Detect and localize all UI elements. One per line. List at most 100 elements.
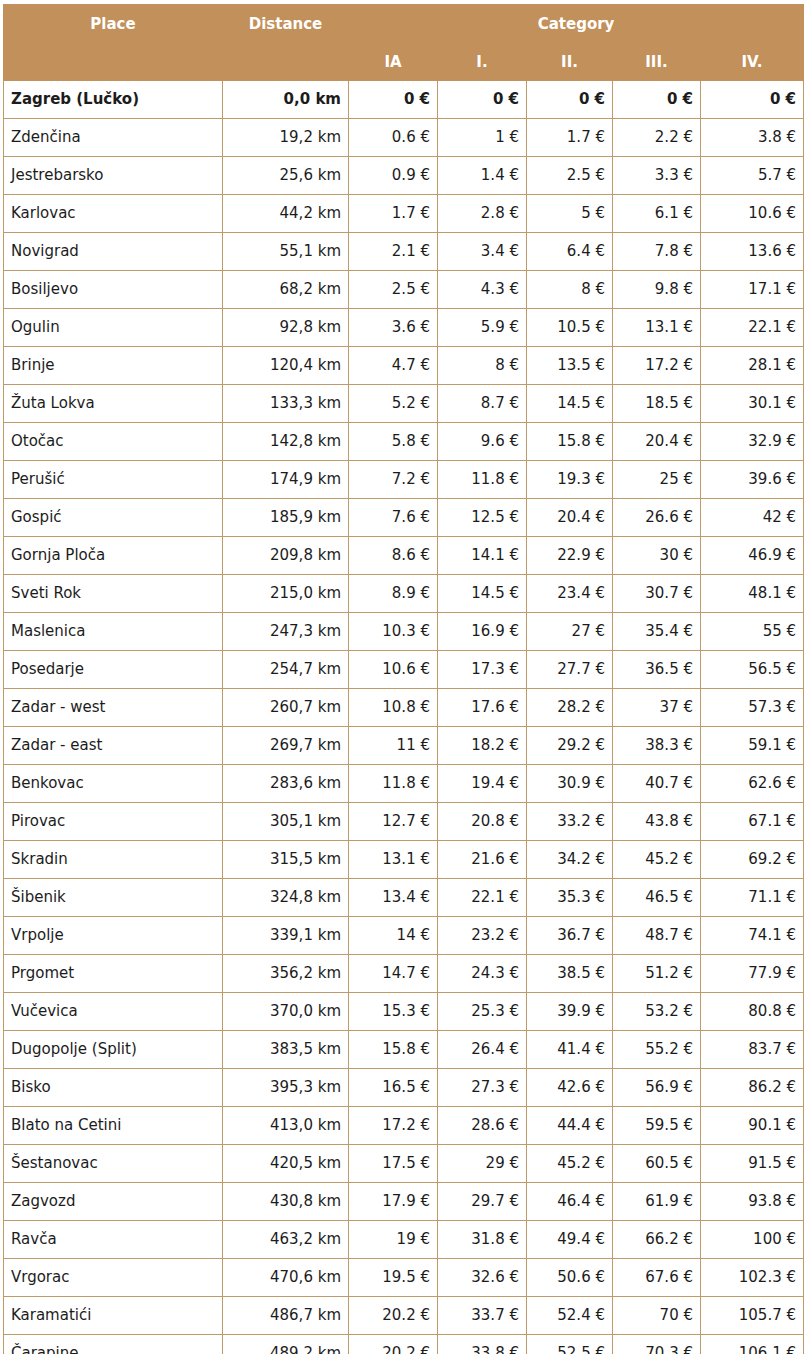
place-cell: Sveti Rok <box>4 575 223 613</box>
price-cell-iii: 43.8 € <box>613 803 701 841</box>
price-cell-i: 9.6 € <box>438 423 527 461</box>
price-cell-iii: 45.2 € <box>613 841 701 879</box>
price-cell-ii: 0 € <box>527 81 613 119</box>
price-cell-iii: 0 € <box>613 81 701 119</box>
price-cell-ii: 10.5 € <box>527 309 613 347</box>
distance-cell: 25,6 km <box>223 157 349 195</box>
price-cell-i: 29 € <box>438 1145 527 1183</box>
price-cell-i: 18.2 € <box>438 727 527 765</box>
price-cell-iii: 59.5 € <box>613 1107 701 1145</box>
price-cell-ia: 0 € <box>349 81 438 119</box>
price-cell-i: 31.8 € <box>438 1221 527 1259</box>
price-cell-iv: 71.1 € <box>701 879 804 917</box>
price-cell-iv: 100 € <box>701 1221 804 1259</box>
price-cell-ia: 17.2 € <box>349 1107 438 1145</box>
price-cell-i: 14.5 € <box>438 575 527 613</box>
table-row: Benkovac 283,6 km 11.8 € 19.4 € 30.9 € 4… <box>4 765 804 803</box>
distance-cell: 430,8 km <box>223 1183 349 1221</box>
price-cell-i: 0 € <box>438 81 527 119</box>
distance-cell: 489,2 km <box>223 1335 349 1354</box>
price-cell-i: 28.6 € <box>438 1107 527 1145</box>
place-cell: Maslenica <box>4 613 223 651</box>
price-cell-iii: 67.6 € <box>613 1259 701 1297</box>
price-cell-iii: 9.8 € <box>613 271 701 309</box>
table-row: Dugopolje (Split) 383,5 km 15.8 € 26.4 €… <box>4 1031 804 1069</box>
price-cell-iv: 91.5 € <box>701 1145 804 1183</box>
price-cell-ii: 36.7 € <box>527 917 613 955</box>
price-cell-ii: 6.4 € <box>527 233 613 271</box>
price-cell-iv: 69.2 € <box>701 841 804 879</box>
distance-cell: 470,6 km <box>223 1259 349 1297</box>
price-cell-ia: 2.5 € <box>349 271 438 309</box>
price-cell-iv: 48.1 € <box>701 575 804 613</box>
table-row: Vrpolje 339,1 km 14 € 23.2 € 36.7 € 48.7… <box>4 917 804 955</box>
price-cell-i: 5.9 € <box>438 309 527 347</box>
header-row-subcategories: IA I. II. III. IV. <box>4 44 804 81</box>
table-row: Zagvozd 430,8 km 17.9 € 29.7 € 46.4 € 61… <box>4 1183 804 1221</box>
distance-cell: 209,8 km <box>223 537 349 575</box>
price-cell-iv: 74.1 € <box>701 917 804 955</box>
price-cell-ii: 39.9 € <box>527 993 613 1031</box>
price-cell-ii: 8 € <box>527 271 613 309</box>
price-cell-i: 33.7 € <box>438 1297 527 1335</box>
place-cell: Blato na Cetini <box>4 1107 223 1145</box>
distance-cell: 0,0 km <box>223 81 349 119</box>
price-cell-iv: 0 € <box>701 81 804 119</box>
price-cell-ia: 7.6 € <box>349 499 438 537</box>
price-cell-i: 11.8 € <box>438 461 527 499</box>
table-row: Čarapine 489,2 km 20.2 € 33.8 € 52.5 € 7… <box>4 1335 804 1354</box>
price-cell-i: 26.4 € <box>438 1031 527 1069</box>
price-cell-ii: 41.4 € <box>527 1031 613 1069</box>
place-cell: Bosiljevo <box>4 271 223 309</box>
column-header-category-i: I. <box>438 44 527 81</box>
column-header-distance: Distance <box>223 5 349 44</box>
distance-cell: 19,2 km <box>223 119 349 157</box>
price-cell-iv: 90.1 € <box>701 1107 804 1145</box>
price-cell-i: 21.6 € <box>438 841 527 879</box>
price-cell-i: 22.1 € <box>438 879 527 917</box>
price-cell-iv: 105.7 € <box>701 1297 804 1335</box>
price-cell-ia: 20.2 € <box>349 1335 438 1354</box>
price-cell-ii: 15.8 € <box>527 423 613 461</box>
price-cell-ia: 7.2 € <box>349 461 438 499</box>
table-row: Ogulin 92,8 km 3.6 € 5.9 € 10.5 € 13.1 €… <box>4 309 804 347</box>
distance-cell: 185,9 km <box>223 499 349 537</box>
distance-cell: 383,5 km <box>223 1031 349 1069</box>
price-cell-iii: 25 € <box>613 461 701 499</box>
price-cell-iii: 66.2 € <box>613 1221 701 1259</box>
price-cell-iv: 67.1 € <box>701 803 804 841</box>
price-cell-i: 25.3 € <box>438 993 527 1031</box>
price-cell-ia: 10.3 € <box>349 613 438 651</box>
price-cell-iv: 32.9 € <box>701 423 804 461</box>
distance-cell: 486,7 km <box>223 1297 349 1335</box>
price-cell-ia: 8.9 € <box>349 575 438 613</box>
column-header-category-ii: II. <box>527 44 613 81</box>
price-cell-iii: 6.1 € <box>613 195 701 233</box>
column-header-category: Category <box>349 5 804 44</box>
price-cell-ia: 13.4 € <box>349 879 438 917</box>
price-cell-ii: 42.6 € <box>527 1069 613 1107</box>
price-cell-i: 3.4 € <box>438 233 527 271</box>
distance-cell: 356,2 km <box>223 955 349 993</box>
table-row: Bisko 395,3 km 16.5 € 27.3 € 42.6 € 56.9… <box>4 1069 804 1107</box>
table-row: Novigrad 55,1 km 2.1 € 3.4 € 6.4 € 7.8 €… <box>4 233 804 271</box>
price-cell-ia: 3.6 € <box>349 309 438 347</box>
subheader-spacer-distance <box>223 44 349 81</box>
price-cell-ia: 14 € <box>349 917 438 955</box>
price-cell-iv: 55 € <box>701 613 804 651</box>
distance-cell: 133,3 km <box>223 385 349 423</box>
distance-cell: 395,3 km <box>223 1069 349 1107</box>
price-cell-ia: 17.5 € <box>349 1145 438 1183</box>
distance-cell: 174,9 km <box>223 461 349 499</box>
price-cell-ia: 5.2 € <box>349 385 438 423</box>
page: Place Distance Category IA I. II. III. I… <box>0 0 804 1354</box>
table-row: Zadar - west 260,7 km 10.8 € 17.6 € 28.2… <box>4 689 804 727</box>
price-cell-i: 1.4 € <box>438 157 527 195</box>
price-cell-ia: 15.8 € <box>349 1031 438 1069</box>
place-cell: Dugopolje (Split) <box>4 1031 223 1069</box>
place-cell: Vrgorac <box>4 1259 223 1297</box>
distance-cell: 254,7 km <box>223 651 349 689</box>
price-cell-iii: 35.4 € <box>613 613 701 651</box>
price-cell-iv: 17.1 € <box>701 271 804 309</box>
price-cell-ia: 13.1 € <box>349 841 438 879</box>
